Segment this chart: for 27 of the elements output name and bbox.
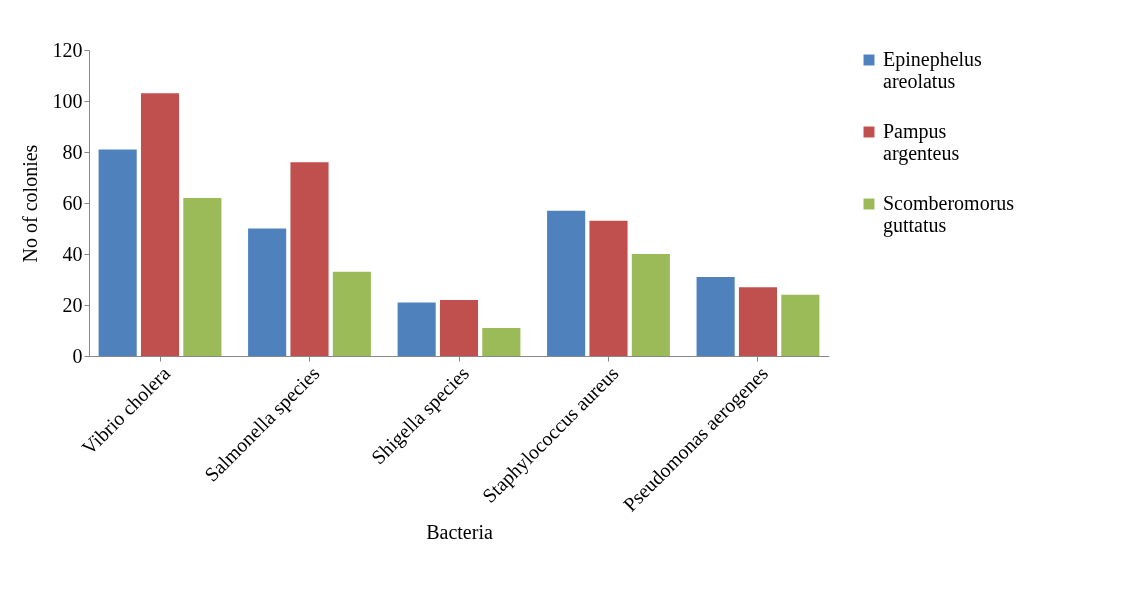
- y-tick-label: 120: [52, 38, 83, 61]
- bar: [183, 197, 222, 356]
- bar: [248, 228, 287, 356]
- legend-label: Pampus argenteus: [883, 120, 960, 165]
- bar: [696, 276, 735, 356]
- legend-label: Scomberomorus guttatus: [883, 192, 1015, 237]
- bar: [738, 287, 778, 356]
- bar: [140, 93, 180, 356]
- bar: [98, 149, 137, 356]
- bar: [482, 327, 521, 356]
- bar: [781, 294, 820, 356]
- y-tick-label: 0: [72, 344, 83, 367]
- y-tick-label: 60: [62, 191, 83, 214]
- y-tick-label: 20: [62, 293, 83, 316]
- y-tick-label: 100: [52, 89, 83, 112]
- bar: [397, 302, 436, 356]
- y-tick-label: 80: [62, 140, 83, 163]
- y-tick-label: 40: [62, 242, 83, 265]
- legend-label: Epinephelus areolatus: [883, 48, 983, 92]
- y-axis-title: No of colonies: [18, 144, 41, 263]
- bar: [439, 299, 479, 356]
- bar: [589, 220, 628, 356]
- bar: [547, 210, 586, 356]
- x-axis-title: Bacteria: [426, 521, 493, 544]
- bar: [631, 254, 670, 356]
- bar: [332, 271, 371, 356]
- bar: [290, 162, 329, 356]
